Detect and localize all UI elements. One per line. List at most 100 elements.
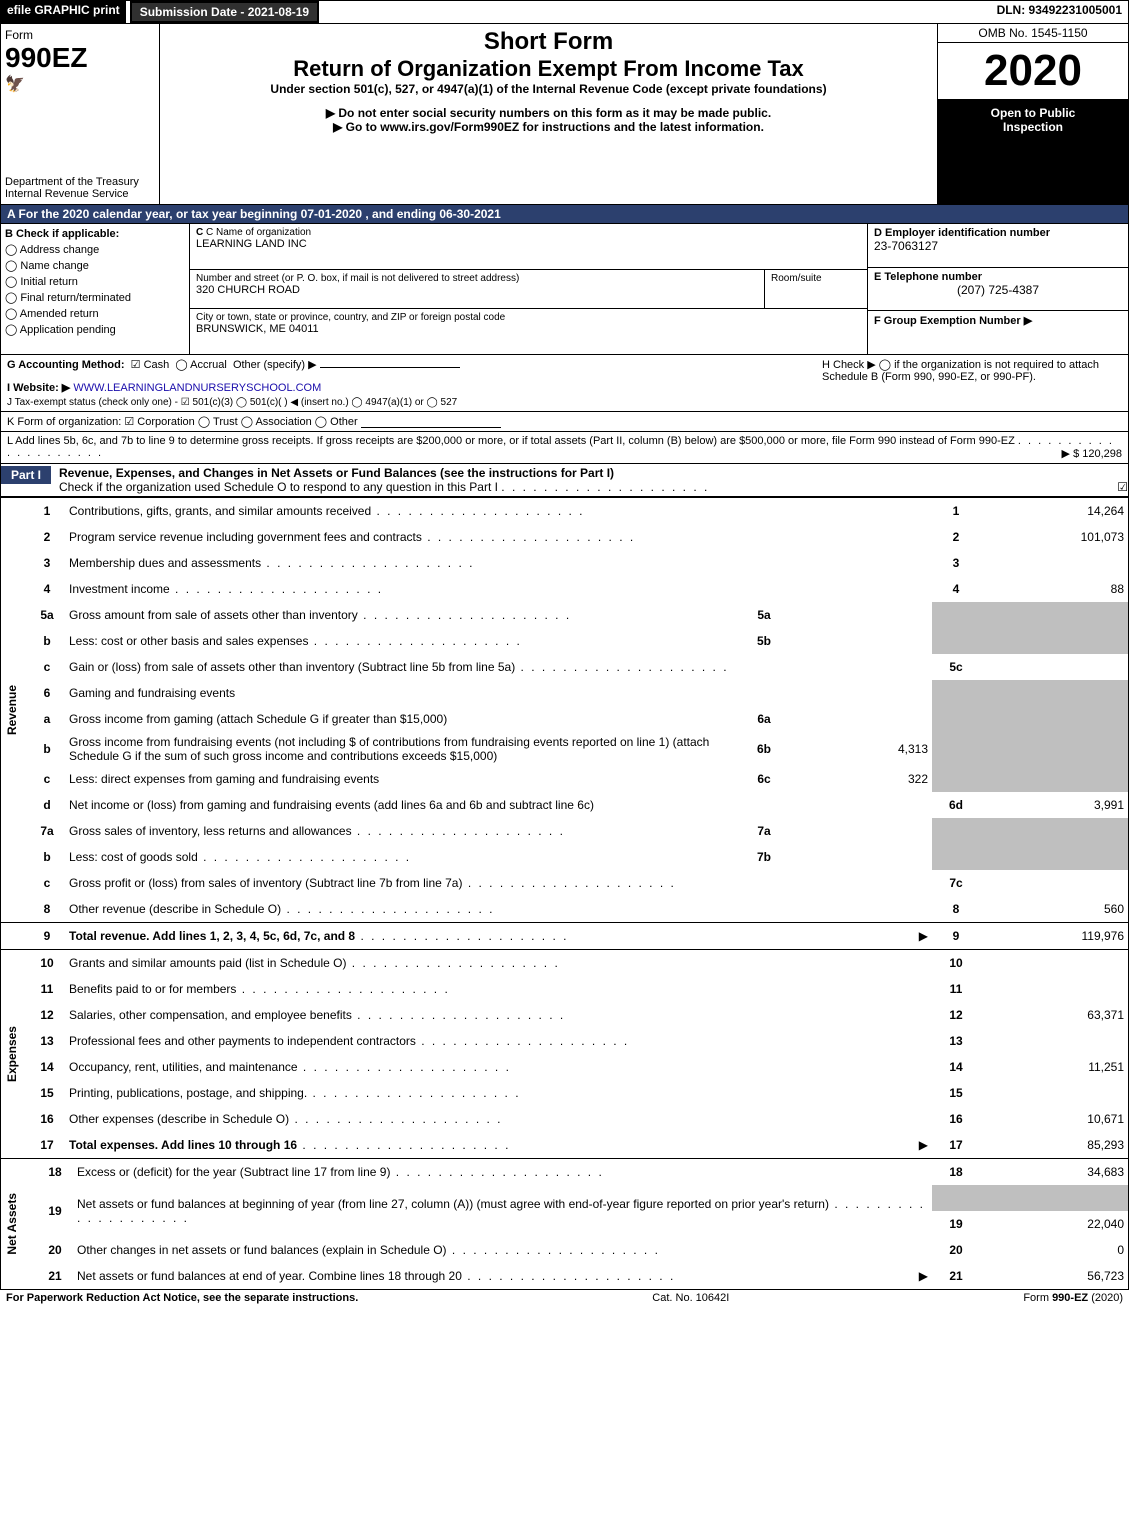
tax-year: 2020 <box>938 43 1128 100</box>
section-i: I Website: ▶ WWW.LEARNINGLANDNURSERYSCHO… <box>7 381 822 394</box>
check-name-change[interactable]: ◯ Name change <box>5 259 185 272</box>
top-bar: efile GRAPHIC print Submission Date - 20… <box>0 0 1129 24</box>
phone: (207) 725-4387 <box>874 283 1122 297</box>
ein-label: D Employer identification number <box>874 227 1122 239</box>
submission-date: Submission Date - 2021-08-19 <box>130 1 319 23</box>
org-info-block: B Check if applicable: ◯ Address change … <box>0 224 1129 355</box>
dln: DLN: 93492231005001 <box>991 1 1128 23</box>
line-no: 1 <box>29 498 65 524</box>
header-left: Form 990EZ 🦅 Department of the Treasury … <box>1 24 160 204</box>
check-final-return[interactable]: ◯ Final return/terminated <box>5 291 185 304</box>
open-to-public: Open to PublicInspection <box>938 100 1128 204</box>
expenses-table: Expenses 10 Grants and similar amounts p… <box>1 950 1128 1158</box>
line-5b-value <box>784 628 932 654</box>
line-12-value: 63,371 <box>980 1002 1128 1028</box>
header-right: OMB No. 1545-1150 2020 Open to PublicIns… <box>937 24 1128 204</box>
accounting-website-row: G Accounting Method: ☑ Cash ◯ Accrual Ot… <box>1 355 1128 411</box>
line-6c-value: 322 <box>784 766 932 792</box>
group-label: F Group Exemption Number ▶ <box>874 314 1122 327</box>
efile-print-button[interactable]: efile GRAPHIC print <box>1 1 126 23</box>
line-19-value: 22,040 <box>980 1211 1128 1237</box>
section-c: C C Name of organization LEARNING LAND I… <box>190 224 867 354</box>
form-number: 990EZ <box>5 42 155 74</box>
section-h: H Check ▶ ◯ if the organization is not r… <box>822 358 1122 408</box>
revenue-table: Revenue 1 Contributions, gifts, grants, … <box>1 498 1128 949</box>
street: 320 CHURCH ROAD <box>196 284 758 296</box>
return-title: Return of Organization Exempt From Incom… <box>164 56 933 82</box>
line-6b-value: 4,313 <box>784 732 932 766</box>
org-name-label: C C Name of organization <box>196 227 861 238</box>
check-amended-return[interactable]: ◯ Amended return <box>5 307 185 320</box>
part-1-label: Part I <box>1 466 51 484</box>
line-7b-value <box>784 844 932 870</box>
net-assets-section: Net Assets 18 Excess or (deficit) for th… <box>0 1159 1129 1290</box>
schedule-o-checkbox[interactable]: ☑ <box>1117 480 1128 494</box>
section-b-title: B Check if applicable: <box>5 228 185 240</box>
treasury-seal-icon: 🦅 <box>5 74 155 94</box>
website-link[interactable]: WWW.LEARNINGLANDNURSERYSCHOOL.COM <box>73 382 321 394</box>
group-exemption-row: F Group Exemption Number ▶ <box>868 311 1128 354</box>
city: BRUNSWICK, ME 04011 <box>196 323 861 335</box>
street-label: Number and street (or P. O. box, if mail… <box>196 273 758 284</box>
line-5c-value <box>980 654 1128 680</box>
revenue-section: Revenue 1 Contributions, gifts, grants, … <box>0 498 1129 950</box>
page-footer: For Paperwork Reduction Act Notice, see … <box>0 1290 1129 1306</box>
org-name-row: C C Name of organization LEARNING LAND I… <box>190 224 867 270</box>
part-1-title: Revenue, Expenses, and Changes in Net As… <box>59 466 614 480</box>
part-1-check-text: Check if the organization used Schedule … <box>59 480 498 494</box>
line-1-value: 14,264 <box>980 498 1128 524</box>
net-assets-table: Net Assets 18 Excess or (deficit) for th… <box>1 1159 1128 1289</box>
check-initial-return[interactable]: ◯ Initial return <box>5 275 185 288</box>
line-21-value: 56,723 <box>980 1263 1128 1289</box>
section-d-e-f: D Employer identification number 23-7063… <box>867 224 1128 354</box>
line-6a-value <box>784 706 932 732</box>
line-11-value <box>980 976 1128 1002</box>
footer-center: Cat. No. 10642I <box>652 1292 729 1304</box>
section-j: J Tax-exempt status (check only one) - ☑… <box>7 397 822 408</box>
net-assets-sidebar: Net Assets <box>5 1193 19 1255</box>
line-3-value <box>980 550 1128 576</box>
line-15-value <box>980 1080 1128 1106</box>
subtitle: Under section 501(c), 527, or 4947(a)(1)… <box>164 82 933 96</box>
footer-right: Form 990-EZ (2020) <box>1023 1292 1123 1304</box>
city-row: City or town, state or province, country… <box>190 309 867 354</box>
meta-l: L Add lines 5b, 6c, and 7b to line 9 to … <box>0 432 1129 464</box>
line-17-value: 85,293 <box>980 1132 1128 1158</box>
phone-label: E Telephone number <box>874 271 1122 283</box>
room-label: Room/suite <box>771 273 861 284</box>
line-10-value <box>980 950 1128 976</box>
header-center: Short Form Return of Organization Exempt… <box>160 24 937 204</box>
part-1-header: Part I Revenue, Expenses, and Changes in… <box>0 464 1129 498</box>
phone-row: E Telephone number (207) 725-4387 <box>868 268 1128 312</box>
gross-receipts-amount: ▶ $ 120,298 <box>1062 447 1122 460</box>
org-name: LEARNING LAND INC <box>196 238 861 250</box>
expenses-sidebar: Expenses <box>5 1026 19 1082</box>
meta-k: K Form of organization: ☑ Corporation ◯ … <box>0 412 1129 432</box>
city-label: City or town, state or province, country… <box>196 312 861 323</box>
line-20-value: 0 <box>980 1237 1128 1263</box>
line-4-value: 88 <box>980 576 1128 602</box>
check-address-change[interactable]: ◯ Address change <box>5 243 185 256</box>
ein-row: D Employer identification number 23-7063… <box>868 224 1128 268</box>
short-form-title: Short Form <box>164 28 933 56</box>
line-14-value: 11,251 <box>980 1054 1128 1080</box>
line-5a-value <box>784 602 932 628</box>
section-l: L Add lines 5b, 6c, and 7b to line 9 to … <box>1 432 1128 463</box>
section-k: K Form of organization: ☑ Corporation ◯ … <box>1 412 1128 431</box>
warning: ▶ Do not enter social security numbers o… <box>164 106 933 120</box>
line-2-value: 101,073 <box>980 524 1128 550</box>
check-application-pending[interactable]: ◯ Application pending <box>5 323 185 336</box>
goto-link[interactable]: ▶ Go to www.irs.gov/Form990EZ for instru… <box>164 120 933 134</box>
ein: 23-7063127 <box>874 239 1122 253</box>
form-label: Form <box>5 28 155 42</box>
line-16-value: 10,671 <box>980 1106 1128 1132</box>
form-header: Form 990EZ 🦅 Department of the Treasury … <box>0 24 1129 205</box>
line-7a-value <box>784 818 932 844</box>
line-8-value: 560 <box>980 896 1128 923</box>
footer-left: For Paperwork Reduction Act Notice, see … <box>6 1292 358 1304</box>
omb-number: OMB No. 1545-1150 <box>938 24 1128 43</box>
expenses-section: Expenses 10 Grants and similar amounts p… <box>0 950 1129 1159</box>
revenue-sidebar: Revenue <box>5 685 19 735</box>
section-b: B Check if applicable: ◯ Address change … <box>1 224 190 354</box>
meta-g-h: G Accounting Method: ☑ Cash ◯ Accrual Ot… <box>0 355 1129 412</box>
